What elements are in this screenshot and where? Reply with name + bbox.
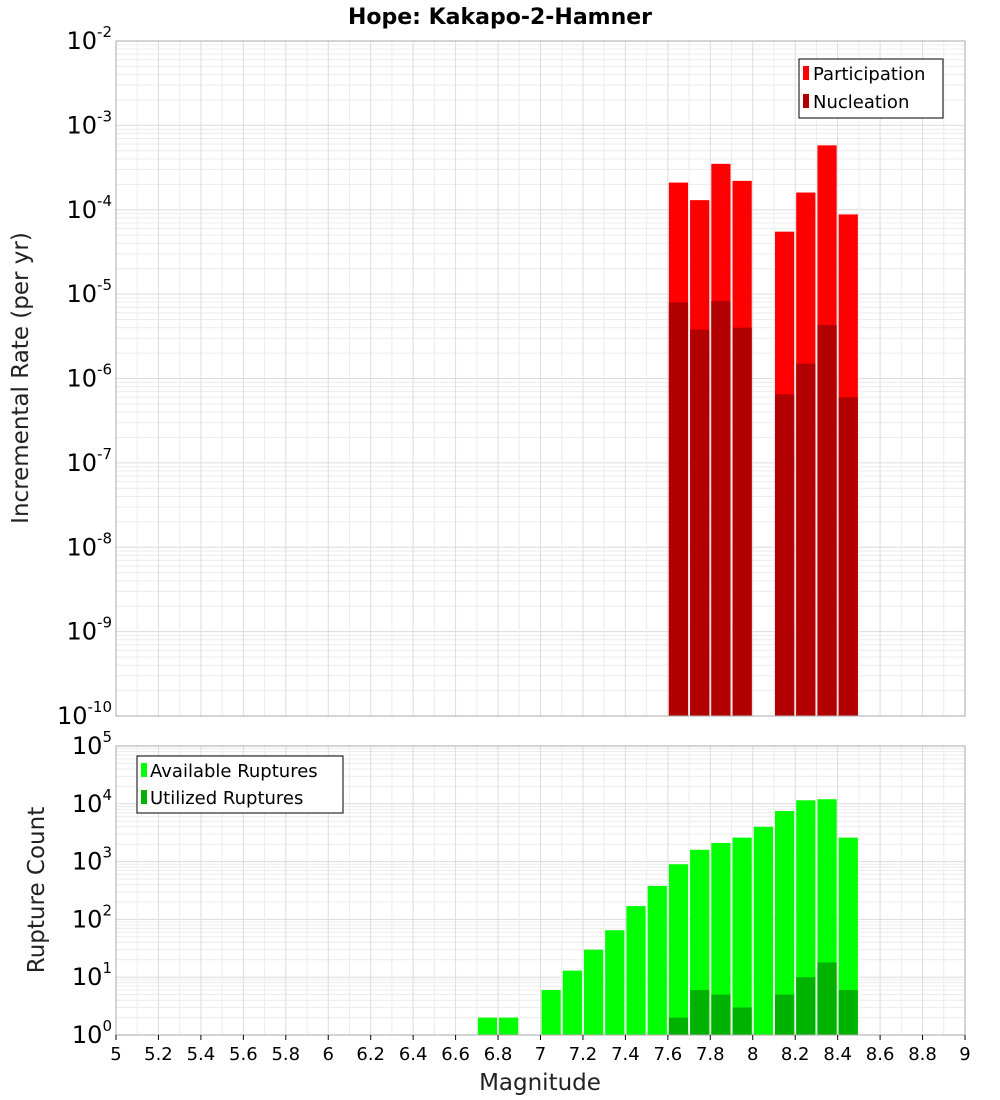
x-tick-label: 9 xyxy=(959,1044,970,1065)
legend-swatch-available xyxy=(141,763,147,777)
bar-count-s1 xyxy=(690,990,710,1035)
bar-rate-s1 xyxy=(817,325,837,716)
x-tick-label: 5 xyxy=(110,1044,121,1065)
x-tick-label: 6.8 xyxy=(484,1044,513,1065)
legend-label-nucleation: Nucleation xyxy=(813,92,909,113)
legend-label-available: Available Ruptures xyxy=(150,761,318,782)
y-tick-label: 100 xyxy=(72,1017,112,1049)
bar-rate-s1 xyxy=(690,329,710,716)
legend-swatch-nucleation xyxy=(803,94,809,108)
legend-swatch-participation xyxy=(803,66,809,80)
bar-count-s0 xyxy=(647,885,667,1035)
y-tick-label: 10-8 xyxy=(66,529,112,561)
bar-count-s0 xyxy=(626,906,646,1035)
y-tick-label: 10-5 xyxy=(66,276,112,308)
bar-count-s1 xyxy=(796,977,816,1035)
x-tick-label: 7 xyxy=(535,1044,546,1065)
bar-count-s1 xyxy=(838,990,858,1035)
x-tick-label: 8.4 xyxy=(823,1044,852,1065)
rate-legend: Participation Nucleation xyxy=(798,58,944,119)
bar-rate-s1 xyxy=(711,300,731,716)
bar-count-s0 xyxy=(838,837,858,1035)
bar-count-s0 xyxy=(668,864,689,1035)
count-legend-box xyxy=(136,755,344,814)
x-tick-label: 8.6 xyxy=(866,1044,895,1065)
count-panel: 100 101 102 103 104 105 5 5.2 5.4 5.6 5.8 6 6.2 6.4 6… xyxy=(24,728,971,1096)
bar-rate-s1 xyxy=(796,363,816,716)
x-tick-label: 7.8 xyxy=(696,1044,725,1065)
x-tick-label: 5.6 xyxy=(229,1044,258,1065)
bar-count-s0 xyxy=(774,811,795,1035)
bar-count-s0 xyxy=(605,930,625,1035)
bar-rate-s1 xyxy=(668,302,689,716)
x-tick-label: 6.6 xyxy=(441,1044,470,1065)
x-tick-label: 7.2 xyxy=(569,1044,598,1065)
rate-y-ticks: 10-10 10-9 10-8 10-7 10-6 10-5 10-4 10-3 10-2 xyxy=(57,23,112,730)
y-tick-label: 102 xyxy=(72,901,112,933)
rate-panel: 10-10 10-9 10-8 10-7 10-6 10-5 10-4 10-3 10-2 In… xyxy=(8,23,966,730)
rate-y-axis-label: Incremental Rate (per yr) xyxy=(8,232,34,524)
bar-count-s0 xyxy=(711,842,731,1035)
bar-count-s1 xyxy=(732,1007,752,1035)
bar-rate-s1 xyxy=(774,394,795,716)
bar-count-s0 xyxy=(477,1017,498,1035)
bar-count-s0 xyxy=(499,1017,519,1035)
bar-count-s0 xyxy=(753,826,773,1035)
y-tick-label: 10-4 xyxy=(66,192,112,224)
legend-swatch-utilized xyxy=(141,790,147,804)
rate-bars xyxy=(668,145,858,717)
y-tick-label: 10-7 xyxy=(66,445,112,477)
x-tick-label: 8.8 xyxy=(908,1044,937,1065)
legend-label-utilized: Utilized Ruptures xyxy=(150,788,303,809)
rate-gridlines xyxy=(115,41,966,717)
bar-count-s0 xyxy=(541,990,561,1035)
y-tick-label: 104 xyxy=(72,786,112,818)
x-tick-label: 6 xyxy=(323,1044,334,1065)
y-tick-label: 10-6 xyxy=(66,361,112,393)
y-tick-label: 10-3 xyxy=(66,107,112,139)
x-tick-label: 7.4 xyxy=(611,1044,640,1065)
bar-count-s0 xyxy=(690,849,710,1035)
count-legend: Available Ruptures Utilized Ruptures xyxy=(136,755,344,814)
count-y-ticks: 100 101 102 103 104 105 xyxy=(72,728,112,1049)
rate-legend-box xyxy=(798,58,944,119)
count-y-axis-label: Rupture Count xyxy=(24,807,50,973)
x-tick-label: 5.4 xyxy=(187,1044,216,1065)
bar-count-s0 xyxy=(583,949,604,1035)
y-tick-label: 105 xyxy=(72,728,112,760)
bar-count-s0 xyxy=(732,837,752,1035)
x-axis-label: Magnitude xyxy=(479,1070,601,1096)
bar-count-s1 xyxy=(774,994,795,1035)
y-tick-label: 10-9 xyxy=(66,614,112,646)
x-tick-label: 5.8 xyxy=(271,1044,300,1065)
y-tick-label: 10-2 xyxy=(66,23,112,55)
x-tick-label: 7.6 xyxy=(654,1044,683,1065)
x-tick-label: 8.2 xyxy=(781,1044,810,1065)
x-tick-label: 8 xyxy=(747,1044,758,1065)
y-tick-label: 101 xyxy=(72,959,112,991)
bar-count-s1 xyxy=(817,962,837,1035)
bar-count-s1 xyxy=(711,994,731,1035)
chart-title: Hope: Kakapo-2-Hamner xyxy=(348,5,652,30)
rate-plot-frame xyxy=(115,40,966,717)
y-tick-label: 10-10 xyxy=(57,698,112,730)
legend-label-participation: Participation xyxy=(813,64,925,85)
x-tick-label: 6.2 xyxy=(356,1044,385,1065)
y-tick-label: 103 xyxy=(72,844,112,876)
x-tick-label: 6.4 xyxy=(399,1044,428,1065)
x-tick-label: 5.2 xyxy=(144,1044,173,1065)
bar-count-s1 xyxy=(668,1017,689,1035)
bar-rate-s1 xyxy=(732,327,752,716)
bar-count-s0 xyxy=(562,970,582,1035)
bar-count-s0 xyxy=(796,800,816,1035)
bar-rate-s1 xyxy=(838,397,858,716)
count-x-ticks: 5 5.2 5.4 5.6 5.8 6 6.2 6.4 6.6 6.8 7 7.2 7.4 7.6 7.8 8… xyxy=(110,1035,971,1065)
count-bars xyxy=(477,799,858,1035)
